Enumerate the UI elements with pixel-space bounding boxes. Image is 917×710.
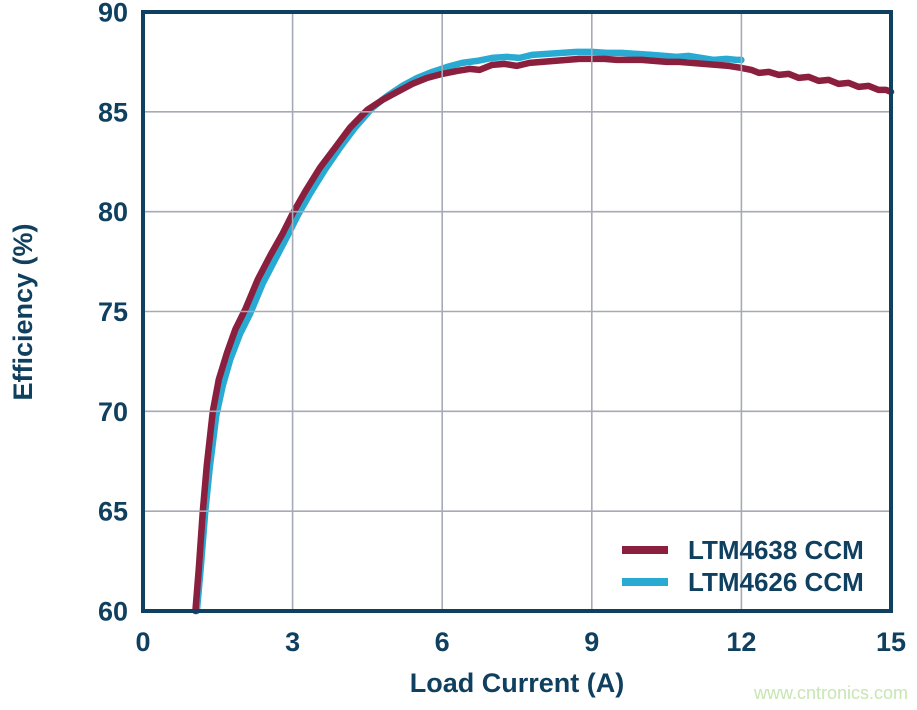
- legend-label-ltm4638: LTM4638 CCM: [688, 535, 864, 565]
- y-tick-label-60: 60: [98, 597, 128, 627]
- gridlines: [143, 12, 891, 611]
- x-tick-label-12: 12: [726, 627, 756, 657]
- y-tick-label-75: 75: [98, 297, 128, 327]
- legend-label-ltm4626: LTM4626 CCM: [688, 567, 864, 597]
- x-tick-label-15: 15: [876, 627, 906, 657]
- plot-border: [141, 10, 893, 613]
- watermark: www.cntronics.com: [753, 683, 908, 703]
- x-tick-label-3: 3: [285, 627, 300, 657]
- y-tick-label-85: 85: [98, 97, 128, 127]
- y-tick-label-65: 65: [98, 497, 128, 527]
- y-axis-tick-labels: 60 65 70 75 80 85 90: [98, 0, 128, 627]
- y-tick-label-70: 70: [98, 397, 128, 427]
- x-axis-tick-labels: 0 3 6 9 12 15: [135, 627, 906, 657]
- series-line-ltm4638-ccm: [192, 55, 895, 615]
- y-tick-label-80: 80: [98, 197, 128, 227]
- x-tick-label-9: 9: [584, 627, 599, 657]
- x-tick-label-6: 6: [435, 627, 450, 657]
- legend: LTM4638 CCM LTM4626 CCM: [622, 535, 864, 597]
- x-tick-label-0: 0: [135, 627, 150, 657]
- series-group: [192, 48, 895, 615]
- y-axis-title: Efficiency (%): [8, 223, 38, 400]
- series-line-ltm4626-ccm: [193, 48, 745, 615]
- x-axis-title: Load Current (A): [410, 668, 624, 698]
- y-tick-label-90: 90: [98, 0, 128, 28]
